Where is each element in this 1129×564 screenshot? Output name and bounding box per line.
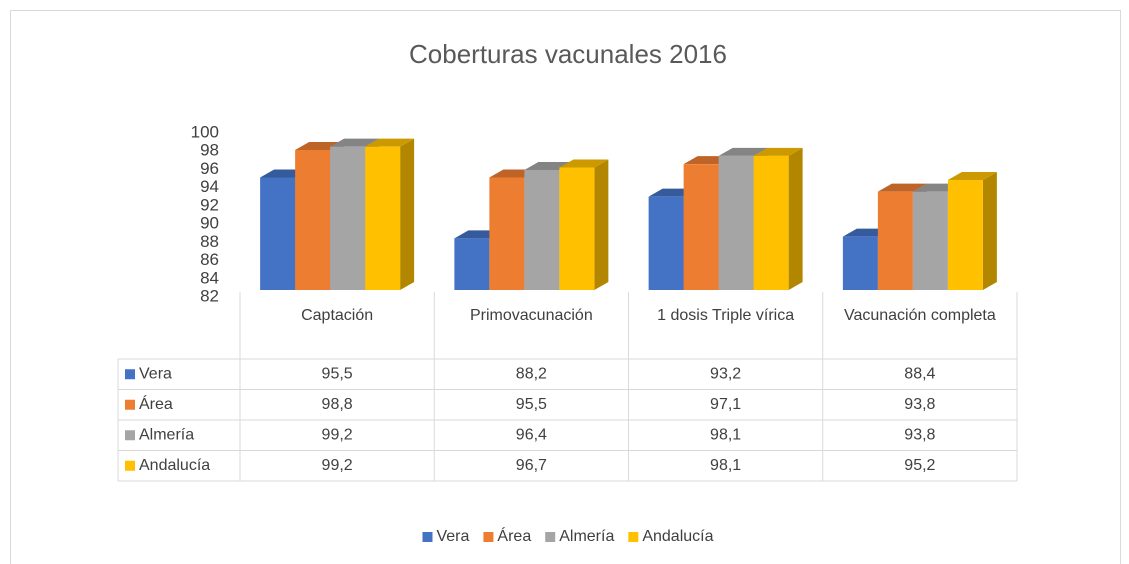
table-value: 95,5 (516, 396, 547, 413)
table-value: 88,2 (516, 365, 547, 382)
y-tick-label: 88 (200, 232, 219, 251)
legend-item: Vera (422, 528, 470, 545)
bar-top (330, 138, 380, 147)
category-label: 1 dosis Triple vírica (657, 307, 795, 324)
table-value: 93,8 (904, 396, 935, 413)
row-label: Almería (139, 426, 194, 443)
legend-item: Almería (545, 528, 614, 545)
chart-title: Coberturas vacunales 2016 (409, 39, 727, 69)
bar-top (753, 147, 803, 156)
row-label: Vera (139, 365, 172, 382)
bar-top (947, 172, 997, 180)
legend-key (483, 532, 494, 542)
bar-front (365, 146, 401, 290)
bar-front (648, 196, 684, 290)
table-value: 99,2 (322, 426, 353, 443)
legend-key (422, 532, 433, 542)
legend-key (545, 532, 556, 542)
legend-label: Área (497, 526, 531, 545)
bar-front (489, 177, 525, 290)
row-label: Andalucía (139, 457, 210, 474)
table-value: 98,1 (710, 457, 741, 474)
table-value: 95,5 (322, 365, 353, 382)
bar-front (260, 177, 296, 290)
legend-label: Almería (559, 528, 614, 545)
y-tick-label: 82 (200, 286, 219, 305)
bar (947, 172, 997, 290)
bar-front (330, 146, 366, 290)
y-tick-label: 100 (191, 122, 219, 141)
category-label: Primovacunación (470, 307, 593, 324)
y-tick-label: 96 (200, 159, 219, 178)
bar-side (788, 147, 803, 290)
table-value: 96,7 (516, 457, 547, 474)
bar (559, 159, 609, 290)
bar-front (912, 191, 948, 290)
bar-front (559, 167, 595, 290)
bar (753, 147, 803, 290)
bar-top (877, 183, 927, 192)
bar (365, 138, 415, 290)
bar-front (718, 155, 754, 290)
bar-top (559, 159, 609, 168)
legend-label: Vera (436, 528, 469, 545)
legend-label: Andalucía (642, 528, 713, 545)
legend-key (125, 430, 135, 441)
legend-key (125, 399, 135, 410)
bar-side (400, 138, 415, 290)
bar-front (454, 238, 490, 290)
y-tick-label: 86 (200, 250, 219, 269)
legend-item: Andalucía (628, 528, 714, 545)
bar-top (718, 147, 768, 156)
y-tick-label: 98 (200, 141, 219, 160)
legend-item: Área (483, 526, 531, 545)
table-value: 97,1 (710, 396, 741, 413)
legend-key (125, 460, 135, 471)
y-tick-label: 94 (200, 177, 219, 196)
table-value: 99,2 (322, 457, 353, 474)
y-tick-label: 84 (200, 268, 219, 287)
y-tick-label: 92 (200, 195, 219, 214)
bar-front (524, 170, 560, 290)
bar-front (295, 150, 331, 290)
bar-front (683, 164, 719, 290)
bar-front (753, 155, 789, 290)
category-label: Captación (301, 307, 374, 324)
table-value: 93,2 (710, 365, 741, 382)
bar-front (947, 180, 983, 290)
table-value: 96,4 (516, 426, 547, 443)
category-label: Vacunación completa (843, 307, 996, 324)
table-value: 93,8 (904, 426, 935, 443)
table-value: 88,4 (904, 365, 935, 382)
table-value: 98,8 (322, 396, 353, 413)
bar-top (365, 138, 415, 147)
table-value: 95,2 (904, 457, 935, 474)
legend-key (628, 532, 639, 542)
table-value: 98,1 (710, 426, 741, 443)
bar-front (877, 191, 913, 290)
bar-side (982, 172, 997, 290)
row-label: Área (139, 394, 173, 413)
bar-front (842, 236, 878, 290)
bar-side (594, 159, 609, 290)
y-tick-label: 90 (200, 214, 219, 233)
legend-key (125, 369, 135, 380)
